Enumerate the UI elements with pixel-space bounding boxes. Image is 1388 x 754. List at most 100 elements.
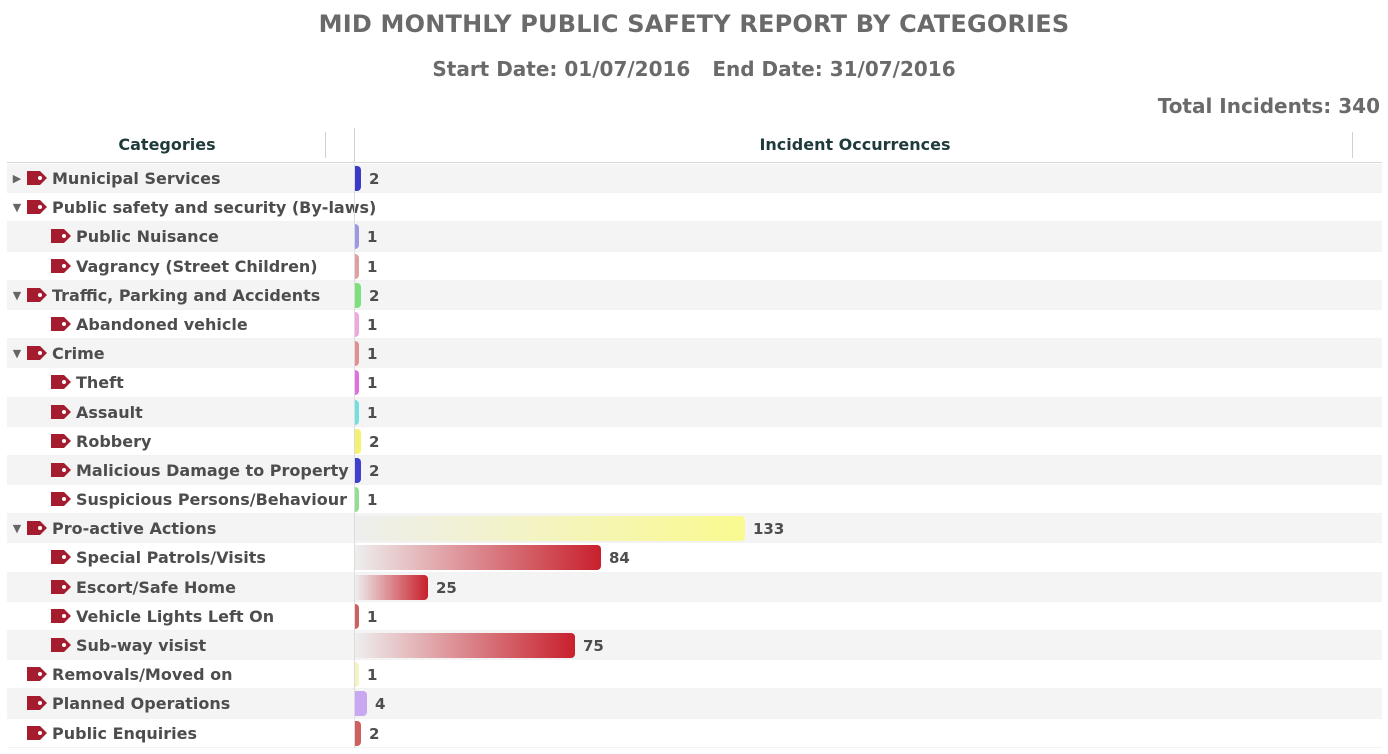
tag-icon [27,345,47,361]
table-header: Categories Incident Occurrences [7,128,1382,163]
axis-line [354,164,355,193]
category-label: Sub-way visist [76,636,207,655]
date-range: Start Date: 01/07/2016 End Date: 31/07/20… [0,57,1388,81]
table-row[interactable]: ▶ Municipal Services 2 [7,164,1382,194]
report-title: MID MONTHLY PUBLIC SAFETY REPORT BY CATE… [318,10,1070,38]
expand-arrow-icon[interactable]: ▼ [12,201,22,215]
column-divider [1352,132,1353,158]
tag-icon [51,637,71,652]
table-row[interactable]: Public Nuisance 1 [7,222,1382,252]
tag-icon [27,520,47,536]
tag-icon [51,404,71,419]
column-header-categories[interactable]: Categories [118,135,216,154]
tag-icon [51,433,71,448]
category-label: Crime [52,344,105,364]
total-incidents: Total Incidents: 340 [1157,94,1380,118]
bar-value-label: 2 [369,724,380,743]
axis-line [354,426,355,456]
bar [355,428,361,454]
tag-icon [51,228,71,244]
table-row[interactable]: Special Patrols/Visits 84 [7,543,1382,573]
bar [355,282,361,308]
table-row[interactable]: Robbery 2 [7,426,1382,456]
bar-value-label: 1 [367,666,378,685]
category-label: Public safety and security (By-laws) [52,198,377,218]
bar [355,516,745,542]
tag-icon [27,725,47,740]
table-row[interactable]: ▼ Pro-active Actions 133 [7,514,1382,544]
end-date: End Date: 31/07/2016 [712,57,956,81]
collapse-arrow-icon[interactable]: ▶ [12,172,22,185]
tag-icon [27,170,47,185]
table-row[interactable]: Suspicious Persons/Behaviour 1 [7,485,1382,515]
axis-line [354,660,355,690]
table-row[interactable]: ▼ Traffic, Parking and Accidents 2 [7,280,1382,310]
bar-value-label: 1 [367,491,378,510]
bar-value-label: 1 [367,374,378,393]
column-divider [325,132,326,158]
category-label: Planned Operations [52,694,231,714]
axis-line [354,193,355,223]
bar-value-label: 1 [367,607,378,626]
table-row[interactable]: ▼ Public safety and security (By-laws) [7,193,1382,223]
expand-arrow-icon[interactable]: ▼ [12,522,22,536]
table-row[interactable]: Sub-way visist 75 [7,631,1382,661]
table-row[interactable]: ▼ Crime 1 [7,339,1382,369]
bar-value-label: 4 [375,695,386,714]
bar [355,166,361,191]
table-row[interactable]: Vagrancy (Street Children) 1 [7,251,1382,281]
category-label: Malicious Damage to Property [76,460,349,480]
axis-line [354,397,355,427]
bar-value-label: 2 [369,461,380,480]
table-row[interactable]: Vehicle Lights Left On 1 [7,601,1382,631]
bar-value-label: 2 [369,170,380,188]
bar [355,720,361,746]
tag-icon [51,462,71,477]
table-row[interactable]: Theft 1 [7,368,1382,398]
tag-icon [51,374,71,390]
axis-line [354,572,355,602]
bar [355,311,359,337]
tag-icon [51,608,71,623]
category-label: Traffic, Parking and Accidents [52,285,321,305]
category-label: Suspicious Persons/Behaviour [76,490,347,510]
bar-value-label: 1 [367,315,378,334]
bar-value-label: 2 [369,432,380,451]
column-header-occurrences[interactable]: Incident Occurrences [759,135,951,154]
tag-icon [27,666,47,682]
table-row[interactable]: Removals/Moved on 1 [7,660,1382,690]
axis-line [354,222,355,252]
category-label: Vehicle Lights Left On [76,606,275,626]
category-label: Removals/Moved on [52,665,233,685]
table-row[interactable]: Planned Operations 4 [7,689,1382,719]
tag-icon [27,695,47,711]
axis-line [354,485,355,515]
category-label: Robbery [76,431,152,451]
tag-icon [51,491,71,507]
table-row[interactable]: Escort/Safe Home 25 [7,572,1382,602]
table-row[interactable]: Malicious Damage to Property 2 [7,455,1382,486]
bar [355,457,361,483]
tag-icon [51,549,71,565]
bar-value-label: 25 [436,578,457,597]
table-row[interactable]: Assault 1 [7,397,1382,427]
table-row[interactable]: Public Enquiries 2 [7,718,1382,748]
start-date: Start Date: 01/07/2016 [432,57,691,81]
expand-arrow-icon[interactable]: ▼ [12,347,22,361]
bar-value-label: 2 [369,286,380,305]
bar [355,487,359,513]
bar-value-label: 1 [367,345,378,364]
table-row[interactable]: Abandoned vehicle 1 [7,309,1382,340]
category-label: Special Patrols/Visits [76,548,266,568]
expand-arrow-icon[interactable]: ▼ [12,288,22,302]
axis-line [354,455,355,485]
column-divider [354,128,355,162]
bar [355,399,359,425]
bar [355,662,359,688]
axis-line [354,251,355,281]
axis-line [354,280,355,310]
category-label: Pro-active Actions [52,519,217,539]
bar-value-label: 1 [367,257,378,276]
tag-icon [51,258,71,273]
tag-icon [27,287,47,302]
